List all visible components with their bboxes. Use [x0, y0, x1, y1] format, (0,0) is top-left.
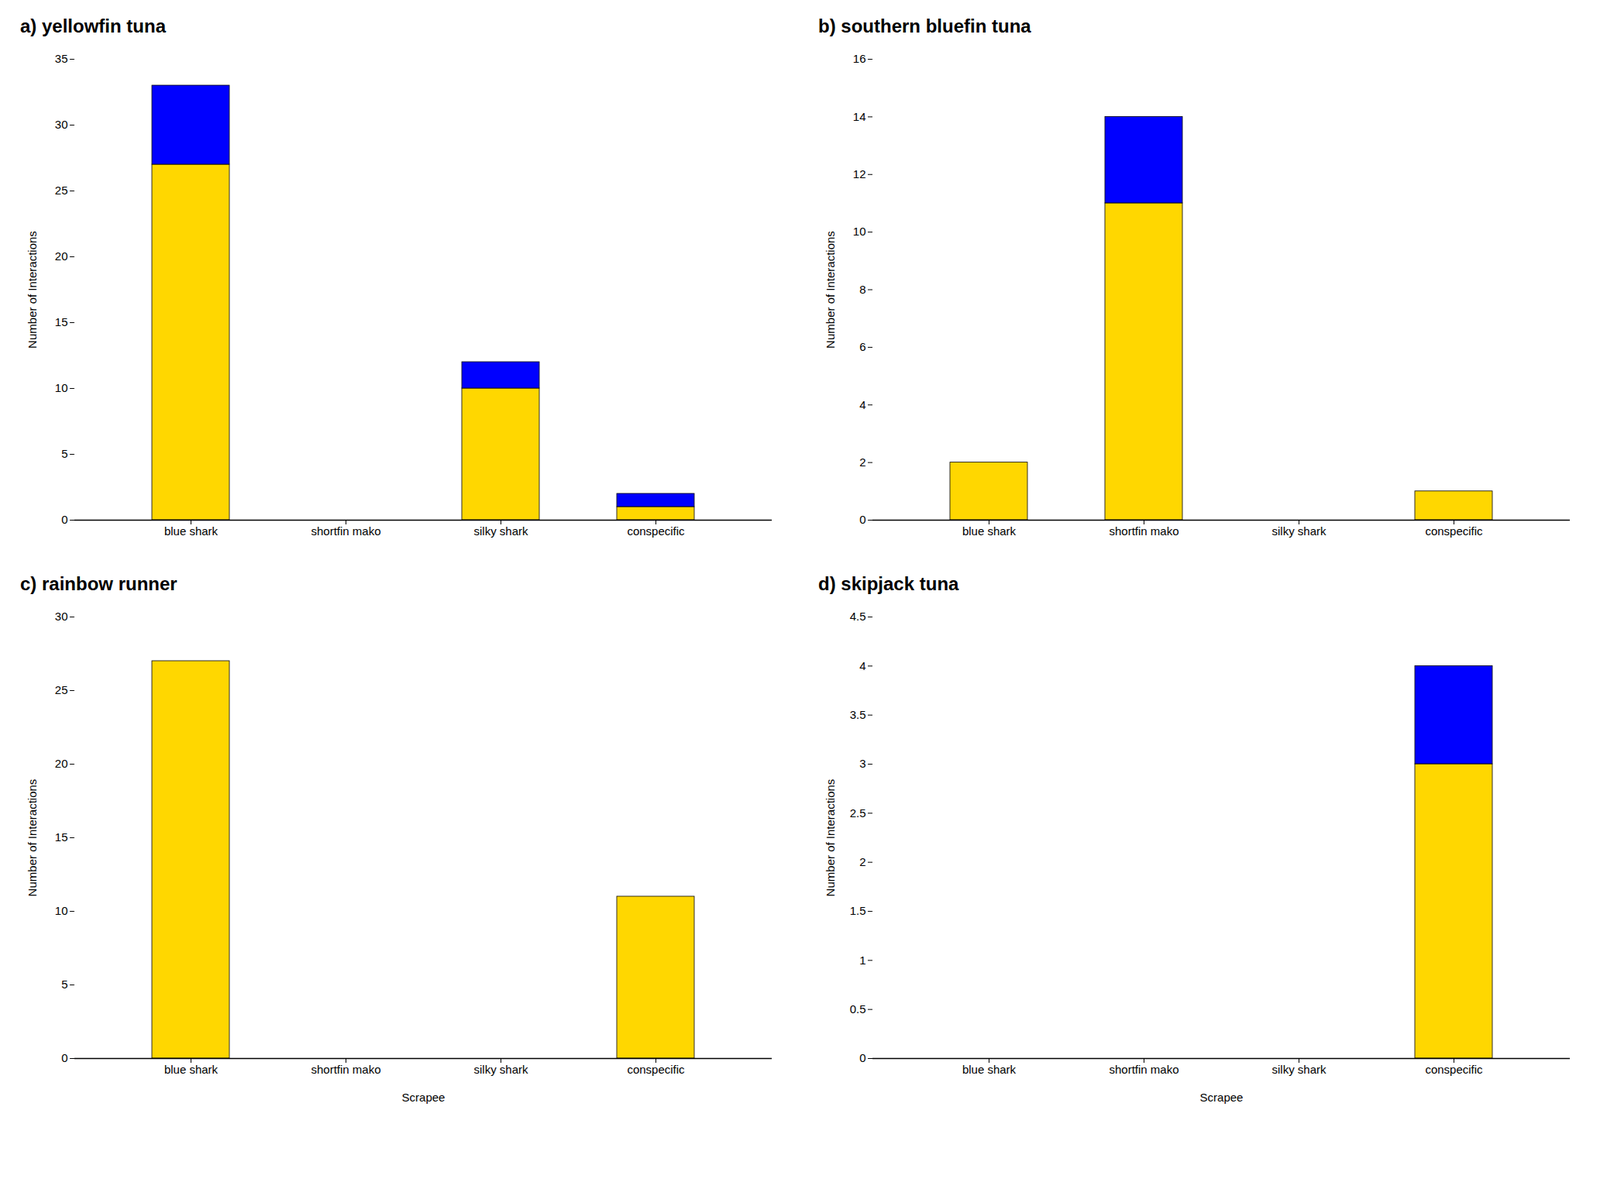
svg-text:Number of Interactions: Number of Interactions	[25, 779, 39, 898]
svg-text:conspecific: conspecific	[1424, 1063, 1484, 1077]
html-text:a) yellowfin tuna: a) yellowfin tuna	[20, 15, 166, 37]
svg-text:3: 3	[859, 756, 866, 771]
svg-text:14: 14	[853, 110, 867, 124]
svg-text:20: 20	[55, 756, 69, 771]
svg-text:silky shark: silky shark	[473, 1063, 529, 1077]
svg-text:silky shark: silky shark	[473, 524, 529, 538]
html-text:b) southern bluefin tuna: b) southern bluefin tuna	[818, 15, 1031, 37]
svg-text:1: 1	[859, 953, 866, 967]
svg-text:4.5: 4.5	[849, 609, 867, 623]
svg-text:silky shark: silky shark	[1271, 1063, 1327, 1077]
svg-text:0: 0	[61, 512, 68, 527]
html-text:d) skipjack tuna: d) skipjack tuna	[818, 573, 959, 595]
svg-text:3.5: 3.5	[849, 708, 867, 722]
svg-text:25: 25	[55, 683, 69, 697]
svg-text:blue shark: blue shark	[164, 524, 219, 538]
svg-text:35: 35	[55, 51, 69, 66]
svg-text:10: 10	[853, 224, 867, 238]
svg-text:conspecific: conspecific	[626, 1063, 685, 1077]
svg-text:5: 5	[61, 977, 68, 991]
svg-text:0.5: 0.5	[849, 1002, 867, 1016]
svg-text:Number of Interactions: Number of Interactions	[25, 230, 39, 349]
svg-text:silky shark: silky shark	[1271, 524, 1327, 538]
svg-text:0: 0	[61, 1051, 68, 1065]
svg-text:8: 8	[859, 282, 866, 296]
svg-text:15: 15	[55, 830, 69, 844]
svg-text:Number of Interactions: Number of Interactions	[823, 230, 837, 349]
svg-text:10: 10	[55, 381, 69, 395]
svg-text:blue shark: blue shark	[164, 1063, 219, 1077]
svg-text:30: 30	[55, 117, 69, 131]
svg-text:shortfin mako: shortfin mako	[1108, 1063, 1179, 1077]
svg-text:5: 5	[61, 447, 68, 461]
svg-text:conspecific: conspecific	[1424, 524, 1484, 538]
svg-text:2.5: 2.5	[849, 806, 867, 820]
svg-text:4: 4	[859, 659, 866, 673]
svg-text:shortfin mako: shortfin mako	[1108, 524, 1179, 538]
svg-text:Scrapee: Scrapee	[402, 1090, 446, 1105]
svg-text:0: 0	[859, 512, 866, 527]
svg-text:Number of Interactions: Number of Interactions	[823, 779, 837, 898]
svg-text:20: 20	[55, 249, 69, 263]
svg-text:25: 25	[55, 183, 69, 197]
svg-text:shortfin mako: shortfin mako	[310, 524, 381, 538]
svg-text:16: 16	[853, 51, 867, 66]
svg-text:15: 15	[55, 315, 69, 329]
svg-text:4: 4	[859, 398, 866, 412]
svg-text:10: 10	[55, 904, 69, 918]
svg-text:2: 2	[859, 855, 866, 869]
svg-text:shortfin mako: shortfin mako	[310, 1063, 381, 1077]
svg-text:30: 30	[55, 609, 69, 623]
html-text:c) rainbow runner: c) rainbow runner	[20, 573, 178, 595]
svg-text:12: 12	[853, 167, 867, 181]
svg-text:2: 2	[859, 455, 866, 469]
svg-text:1.5: 1.5	[849, 904, 867, 918]
svg-text:blue shark: blue shark	[962, 524, 1017, 538]
svg-text:blue shark: blue shark	[962, 1063, 1017, 1077]
svg-text:Scrapee: Scrapee	[1200, 1090, 1244, 1105]
svg-text:6: 6	[859, 340, 866, 354]
svg-text:0: 0	[859, 1051, 866, 1065]
svg-text:conspecific: conspecific	[626, 524, 685, 538]
